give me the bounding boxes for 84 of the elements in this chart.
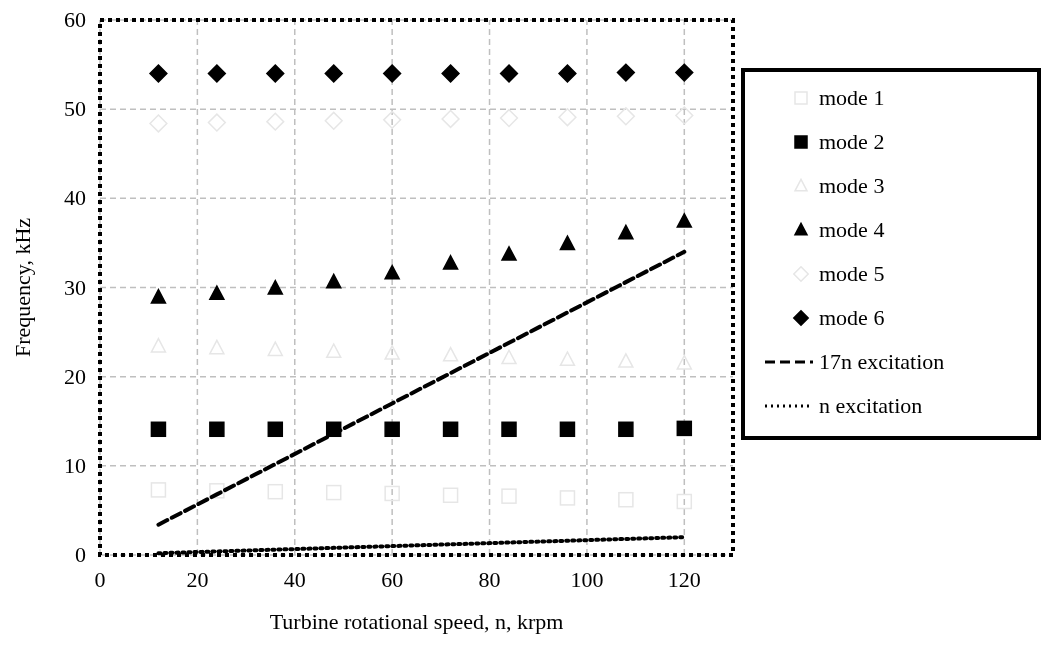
point bbox=[441, 109, 460, 129]
point bbox=[501, 421, 517, 438]
y-tick-label: 20 bbox=[64, 363, 86, 389]
point bbox=[266, 112, 285, 131]
point bbox=[676, 493, 693, 510]
legend-label: n excitation bbox=[819, 393, 923, 418]
legend-label: mode 3 bbox=[819, 173, 885, 198]
point bbox=[616, 107, 636, 126]
point bbox=[324, 64, 343, 83]
x-tick-label: 20 bbox=[186, 567, 209, 592]
point bbox=[559, 351, 576, 367]
y-tick-label: 10 bbox=[64, 452, 86, 478]
point bbox=[209, 483, 225, 499]
point bbox=[207, 64, 227, 83]
legend-label: mode 6 bbox=[819, 305, 885, 330]
point bbox=[325, 484, 342, 501]
point bbox=[325, 343, 342, 359]
point bbox=[150, 337, 167, 353]
point bbox=[267, 483, 284, 500]
x-tick-label: 120 bbox=[667, 567, 701, 592]
point bbox=[267, 341, 284, 357]
point bbox=[267, 421, 284, 438]
point bbox=[150, 288, 167, 304]
point bbox=[209, 421, 225, 438]
point bbox=[559, 421, 576, 438]
point bbox=[501, 349, 517, 365]
point bbox=[442, 487, 459, 504]
x-tick-label: 0 bbox=[94, 567, 106, 592]
point bbox=[209, 339, 225, 355]
point bbox=[501, 246, 517, 261]
point bbox=[675, 106, 694, 125]
x-tick-label: 100 bbox=[570, 567, 604, 592]
point bbox=[384, 345, 400, 360]
point bbox=[324, 111, 343, 130]
point bbox=[442, 254, 459, 270]
x-tick-label: 40 bbox=[283, 567, 306, 592]
y-tick-label: 60 bbox=[64, 7, 86, 32]
point bbox=[267, 279, 284, 295]
point bbox=[559, 235, 576, 251]
point bbox=[618, 491, 634, 508]
point bbox=[442, 346, 459, 362]
point bbox=[383, 110, 402, 130]
point bbox=[558, 108, 577, 127]
line-series bbox=[156, 249, 687, 527]
point bbox=[384, 485, 400, 502]
point bbox=[559, 490, 576, 506]
y-axis-title: Frequency, kHz bbox=[10, 217, 35, 358]
point bbox=[676, 213, 693, 228]
legend-label: mode 4 bbox=[819, 217, 885, 242]
legend-label: 17n excitation bbox=[819, 349, 945, 374]
point bbox=[675, 63, 694, 82]
point bbox=[441, 64, 460, 83]
point bbox=[150, 482, 167, 498]
y-tick-label: 40 bbox=[64, 185, 86, 211]
point bbox=[149, 64, 168, 83]
point bbox=[499, 108, 519, 128]
point bbox=[207, 113, 227, 132]
y-tick-label: 30 bbox=[64, 274, 86, 300]
point bbox=[618, 353, 634, 368]
point bbox=[442, 421, 459, 438]
legend-label: mode 5 bbox=[819, 261, 885, 286]
point bbox=[558, 64, 577, 83]
legend-label: mode 2 bbox=[819, 129, 885, 154]
x-axis-title: Turbine rotational speed, n, krpm bbox=[269, 609, 564, 634]
point bbox=[618, 421, 634, 438]
point bbox=[616, 63, 636, 82]
point bbox=[384, 264, 400, 280]
y-tick-label: 0 bbox=[75, 542, 86, 567]
x-tick-label: 60 bbox=[381, 567, 404, 592]
legend-label: mode 1 bbox=[819, 85, 885, 110]
point bbox=[325, 273, 342, 289]
point bbox=[676, 354, 693, 370]
point bbox=[499, 64, 519, 83]
point bbox=[383, 64, 402, 83]
point bbox=[150, 421, 167, 438]
point bbox=[384, 421, 400, 438]
point bbox=[618, 224, 634, 240]
point bbox=[209, 285, 225, 301]
point bbox=[501, 488, 517, 504]
x-tick-label: 80 bbox=[478, 567, 501, 592]
point bbox=[149, 114, 168, 133]
y-tick-label: 50 bbox=[64, 96, 86, 122]
point bbox=[676, 420, 693, 437]
point bbox=[266, 64, 285, 83]
